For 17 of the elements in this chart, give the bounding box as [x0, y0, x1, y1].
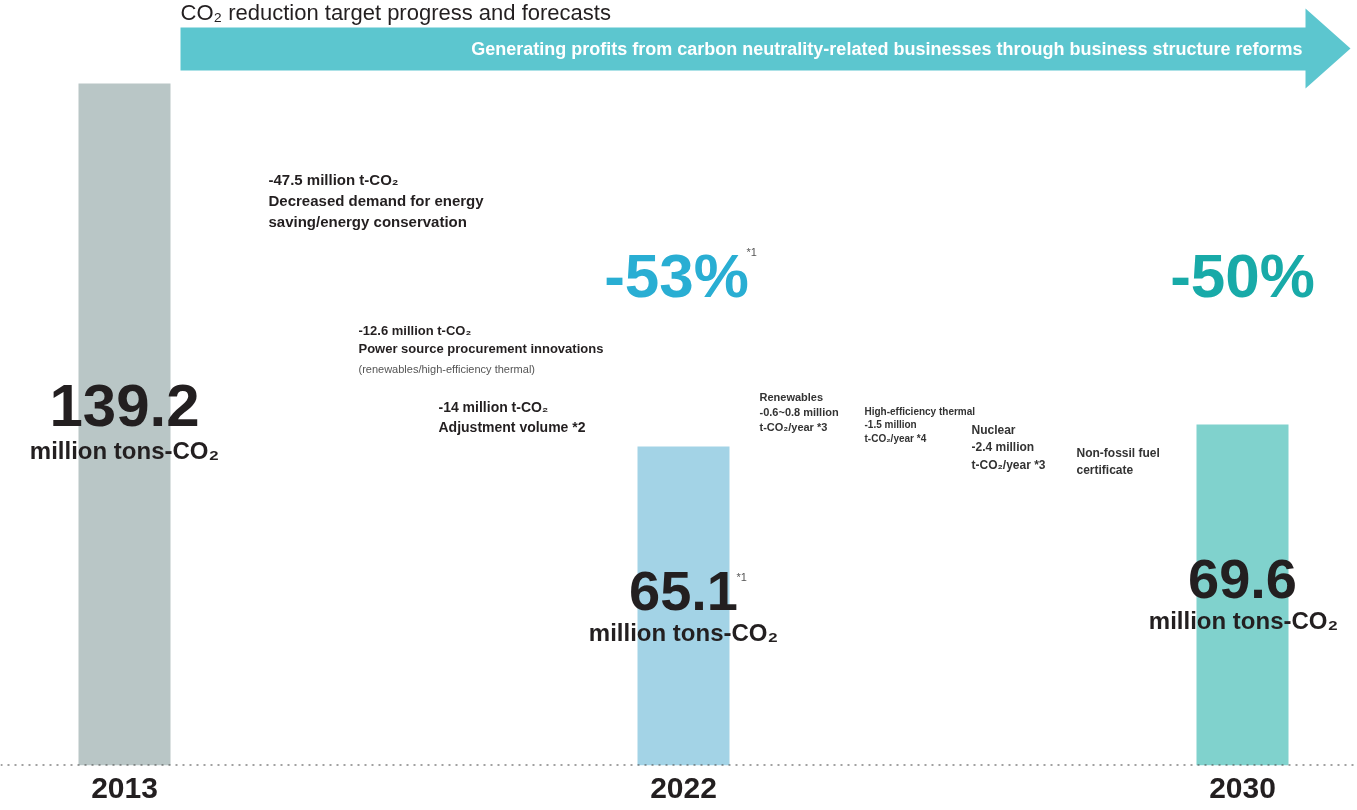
- annotation: -14 million t-CO₂ Adjustment volume *2: [438, 398, 586, 435]
- annotation: Non-fossil fuel certificate: [1076, 445, 1160, 477]
- annotation: Renewables -0.6~0.8 million t-CO₂/year *3: [759, 390, 839, 433]
- annotation: million tons-CO₂: [29, 436, 220, 464]
- annotation: *1: [746, 245, 757, 258]
- x-tick-label: 2022: [650, 770, 717, 804]
- annotation: (renewables/high-efficiency thermal): [358, 362, 535, 375]
- x-tick-label: 2013: [91, 770, 158, 804]
- chart-title: CO₂ reduction target progress and forecasts: [180, 0, 611, 25]
- x-tick-label: 2030: [1209, 770, 1276, 804]
- data-label: 139.2: [49, 372, 200, 439]
- annotation: Nuclear -2.4 million t-CO₂/year *3: [971, 422, 1046, 472]
- annotation: *1: [736, 570, 747, 583]
- annotation: -12.6 million t-CO₂ Power source procurement innovations: [358, 322, 604, 357]
- annotation: -47.5 million t-CO₂ Decreased demand for energy saving/energy conservation: [268, 170, 485, 230]
- chart-subtitle: Generating profits from carbon neutrality-related businesses through business structure reforms: [471, 38, 1303, 59]
- annotation: -50%: [1170, 240, 1315, 310]
